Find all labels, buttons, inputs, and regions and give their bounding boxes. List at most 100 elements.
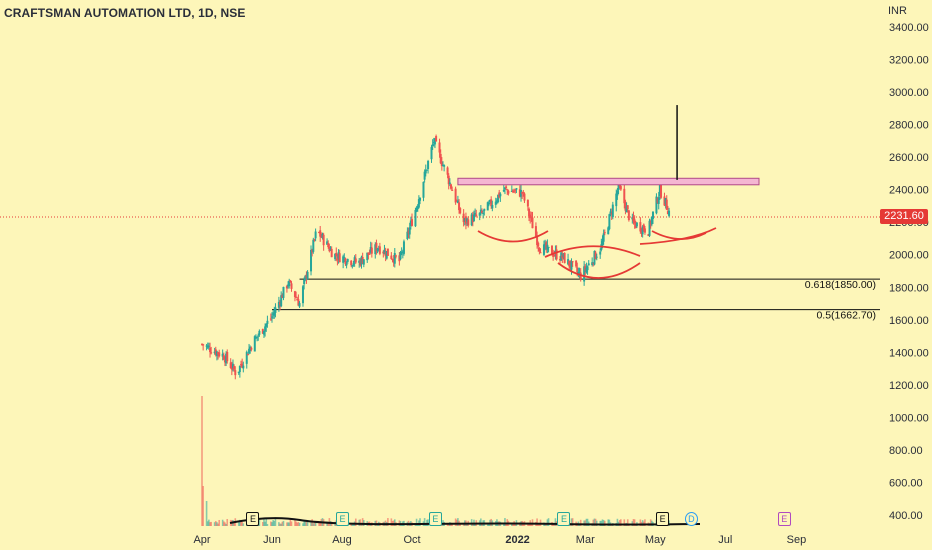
candle-body	[256, 336, 259, 338]
candle-body	[553, 254, 556, 256]
candle-body	[233, 366, 236, 370]
candle-body	[384, 252, 387, 257]
candle-body	[366, 252, 369, 261]
volume-bar	[318, 521, 320, 526]
volume-bar	[313, 521, 316, 526]
candle-body	[502, 189, 505, 192]
y-tick-label: 1400.00	[889, 347, 929, 359]
volume-bar	[586, 518, 589, 526]
candle-body	[258, 330, 261, 335]
candle-body	[481, 210, 483, 213]
candle-body	[441, 165, 444, 167]
volume-bar	[361, 518, 364, 526]
candle-body	[320, 234, 323, 238]
candle-body	[568, 260, 571, 267]
candle-body	[562, 253, 565, 257]
candle-body	[422, 181, 425, 198]
volume-bar	[546, 519, 549, 526]
candle-body	[506, 189, 509, 191]
candle-body	[210, 352, 213, 354]
candle-body	[537, 242, 540, 247]
candle-body	[499, 193, 502, 197]
event-marker-badge[interactable]: E	[656, 512, 670, 526]
event-marker-badge[interactable]: E	[777, 512, 791, 526]
candle-body	[296, 299, 299, 301]
event-marker-badge[interactable]: E	[246, 512, 260, 526]
candle-body	[603, 232, 606, 234]
x-tick-label: Jul	[718, 534, 732, 546]
volume-bar	[258, 518, 261, 526]
candle-body	[497, 194, 500, 203]
event-marker-badge[interactable]: E	[428, 512, 442, 526]
y-tick-label: 1200.00	[889, 380, 929, 392]
volume-bar	[538, 523, 541, 526]
y-tick-label: 400.00	[889, 510, 923, 522]
event-marker-badge[interactable]: E	[336, 512, 349, 526]
volume-bar	[288, 522, 291, 526]
volume-bar	[594, 518, 597, 526]
candle-body	[498, 192, 501, 198]
candle-body	[651, 211, 654, 219]
y-tick-label: 3200.00	[889, 55, 929, 67]
candle-body	[330, 248, 333, 258]
candle-body	[664, 198, 667, 204]
volume-bar	[599, 520, 601, 526]
candle-body	[641, 226, 644, 235]
candle-body	[448, 182, 451, 185]
volume-bar	[241, 521, 243, 526]
volume-bar	[294, 519, 296, 526]
volume-bar	[618, 520, 621, 526]
candle-body	[483, 208, 486, 211]
candle-body	[289, 280, 292, 283]
volume-bar	[225, 523, 227, 526]
candle-body	[419, 197, 422, 201]
candle-body	[478, 212, 481, 216]
fib-level-label: 0.618(1850.00)	[805, 279, 876, 291]
candle-body	[408, 227, 411, 235]
candle-body	[616, 190, 619, 196]
candle-body	[273, 312, 276, 316]
candle-body	[640, 229, 643, 233]
candle-body	[534, 226, 537, 237]
volume-bar	[585, 518, 588, 526]
volume-bar	[304, 520, 307, 526]
candle-body	[625, 206, 628, 213]
candle-body	[279, 302, 282, 305]
volume-bar	[217, 523, 219, 526]
candle-body	[458, 202, 461, 211]
candle-body	[462, 213, 465, 223]
volume-bar	[387, 518, 389, 526]
candle-body	[440, 161, 443, 167]
candle-body	[432, 142, 435, 144]
event-marker-badge[interactable]: E	[557, 512, 571, 526]
candle-body	[209, 348, 212, 353]
volume-bar	[354, 518, 357, 526]
candle-body	[467, 219, 470, 226]
candle-body	[551, 245, 553, 256]
volume-bar	[584, 520, 587, 526]
volume-bar	[218, 519, 221, 526]
candle-body	[615, 193, 618, 207]
volume-bar	[242, 523, 245, 526]
candle-body	[290, 283, 293, 289]
volume-bar	[286, 522, 288, 526]
candle-body	[567, 259, 570, 265]
candle-body	[579, 272, 582, 281]
candle-body	[626, 205, 629, 210]
candle-body	[599, 251, 602, 255]
candle-body	[225, 353, 228, 364]
x-tick-label: Mar	[576, 534, 595, 546]
rounding-curve	[557, 262, 641, 279]
candle-body	[547, 246, 550, 248]
candle-body	[376, 248, 379, 251]
candle-body	[593, 250, 596, 265]
candle-body	[578, 272, 581, 274]
candle-body	[507, 190, 510, 194]
candle-body	[298, 303, 301, 307]
candle-body	[561, 254, 564, 259]
event-marker-badge[interactable]: D	[684, 512, 698, 526]
candle-body	[658, 184, 661, 197]
volume-bar	[263, 518, 265, 526]
